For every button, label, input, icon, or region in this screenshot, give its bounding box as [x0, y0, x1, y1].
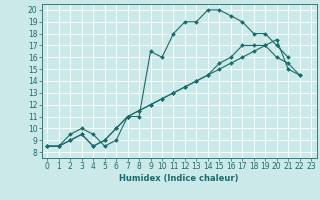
X-axis label: Humidex (Indice chaleur): Humidex (Indice chaleur): [119, 174, 239, 183]
